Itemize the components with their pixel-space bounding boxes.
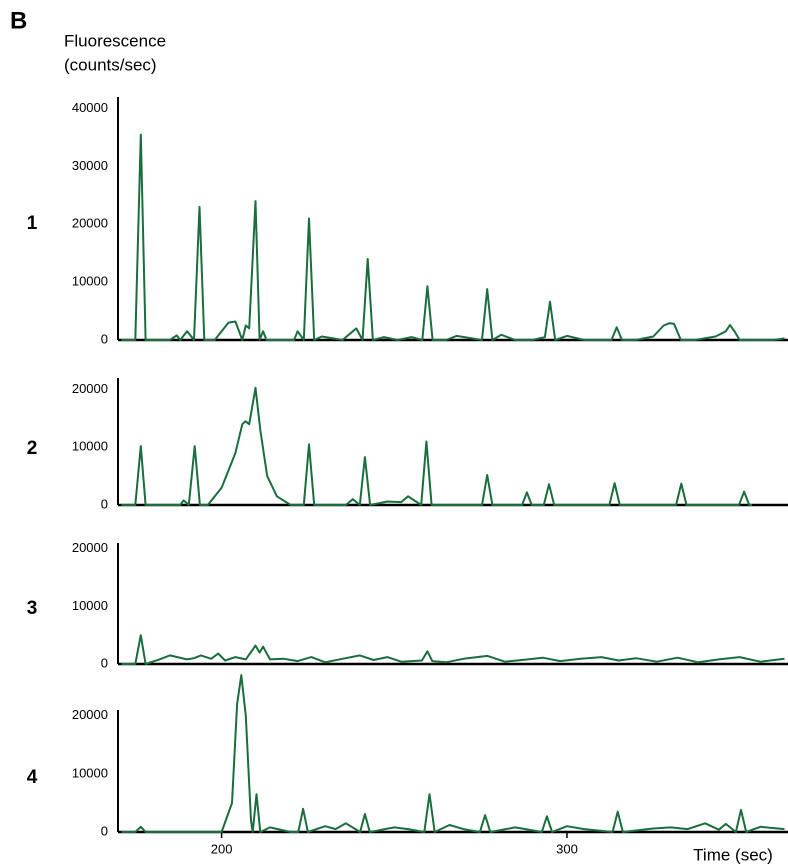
- y-tick-label: 40000: [72, 100, 108, 115]
- y-tick-label: 20000: [72, 540, 108, 555]
- y-tick-label: 20000: [72, 381, 108, 396]
- x-tick-label: 300: [556, 841, 578, 856]
- y-tick-label: 30000: [72, 158, 108, 173]
- panel-number: 3: [27, 598, 38, 619]
- x-tick-label: 200: [211, 841, 233, 856]
- panel-number: 4: [27, 767, 38, 788]
- panel-number: 2: [27, 438, 38, 459]
- y-axis-label: Fluorescence: [64, 31, 166, 50]
- y-axis-label: (counts/sec): [64, 55, 157, 74]
- y-tick-label: 10000: [72, 765, 108, 780]
- y-tick-label: 0: [101, 331, 108, 346]
- trace: [121, 133, 785, 341]
- panel-label: B: [10, 7, 27, 34]
- trace: [121, 674, 785, 833]
- y-tick-label: 10000: [72, 598, 108, 613]
- trace: [121, 386, 753, 506]
- y-tick-label: 10000: [72, 274, 108, 289]
- panel-number: 1: [27, 213, 38, 234]
- x-axis-label: Time (sec): [693, 845, 773, 864]
- y-tick-label: 20000: [72, 216, 108, 231]
- y-tick-label: 0: [101, 823, 108, 838]
- y-tick-label: 0: [101, 655, 108, 670]
- trace: [121, 634, 785, 665]
- y-tick-label: 0: [101, 496, 108, 511]
- y-tick-label: 10000: [72, 439, 108, 454]
- y-tick-label: 20000: [72, 707, 108, 722]
